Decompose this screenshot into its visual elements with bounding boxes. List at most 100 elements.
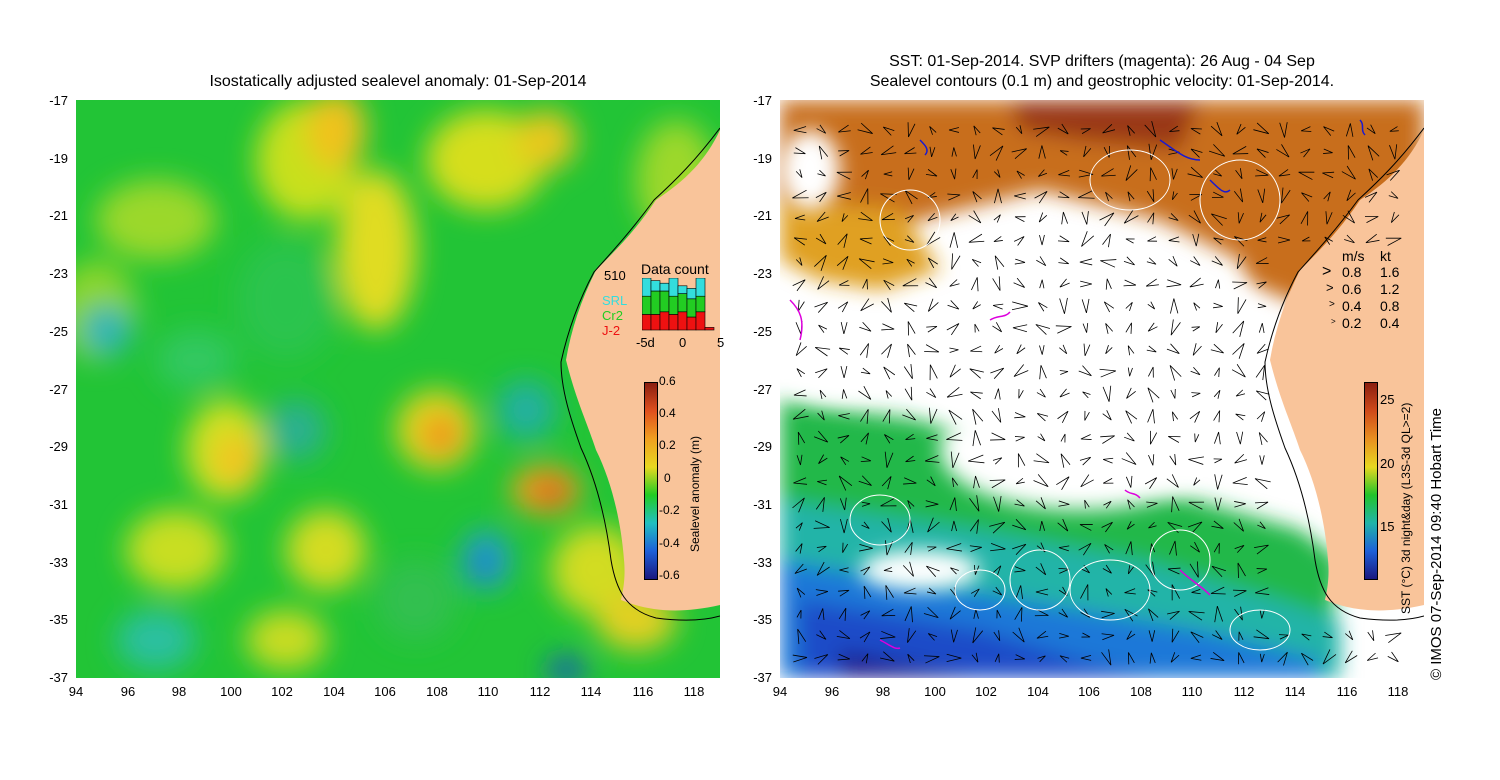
sst-colorbar-label: SST (°C) 3d night&day (L3S-3d QL>=2): [1399, 402, 1413, 614]
velocity-arrow: [815, 497, 825, 512]
velocity-arrow: [858, 258, 875, 270]
velocity-arrow: [1258, 432, 1268, 445]
velocity-arrow: [1039, 279, 1045, 289]
velocity-arrow: [1298, 171, 1315, 180]
velocity-arrow: [1257, 237, 1267, 243]
velocity-arrow: [1103, 457, 1114, 464]
velocity-arrow: [1102, 410, 1112, 421]
velocity-arrow: [813, 430, 829, 443]
velocity-arrow: [1192, 343, 1202, 356]
velocity-arrow: [929, 407, 938, 424]
velocity-arrow: [858, 385, 872, 400]
count-bar-segment: [650, 280, 661, 292]
velocity-arrow: [1189, 410, 1201, 423]
count-bar-segment: [659, 311, 670, 331]
velocity-arrow: [1105, 323, 1113, 334]
velocity-arrow: [883, 366, 896, 380]
velocity-arrow: [1194, 433, 1200, 443]
speed-legend-header-ms: m/s: [1342, 248, 1365, 264]
x-tick: 116: [1336, 684, 1358, 699]
speed-legend-header-kt: kt: [1380, 248, 1391, 264]
velocity-arrow: [1037, 433, 1046, 442]
velocity-arrow: [1015, 585, 1023, 600]
velocity-arrow: [817, 479, 828, 486]
velocity-arrow: [1232, 146, 1249, 155]
velocity-arrow: [951, 147, 957, 157]
velocity-arrow: [973, 125, 981, 136]
geostrophic-velocity-arrows: [792, 121, 1402, 666]
velocity-arrow: [817, 169, 826, 177]
velocity-arrow: [1013, 364, 1029, 377]
velocity-arrow: [924, 344, 940, 353]
velocity-arrow: [972, 301, 981, 310]
x-tick: 108: [1130, 684, 1152, 699]
velocity-arrow: [815, 233, 827, 245]
velocity-arrow: [1231, 364, 1246, 378]
velocity-arrow: [1125, 475, 1133, 488]
velocity-arrow: [817, 410, 825, 421]
velocity-arrow: [1036, 388, 1046, 398]
velocity-arrow: [946, 432, 963, 441]
velocity-arrow: [883, 236, 895, 246]
velocity-arrow: [1237, 297, 1247, 314]
velocity-arrow: [994, 653, 1000, 663]
velocity-arrow: [1011, 148, 1027, 159]
velocity-arrow: [1323, 126, 1335, 136]
velocity-arrow: [1300, 148, 1311, 158]
count-bar-segment: [677, 285, 688, 294]
velocity-arrow: [1061, 211, 1068, 225]
velocity-arrow: [1253, 629, 1270, 640]
velocity-arrow: [989, 145, 1004, 161]
velocity-arrow: [1100, 259, 1117, 268]
velocity-arrow: [972, 169, 978, 179]
arrow-0-2-icon: >: [1331, 317, 1336, 326]
velocity-arrow: [1234, 544, 1245, 553]
velocity-arrow: [994, 388, 1001, 400]
velocity-arrow: [926, 325, 938, 333]
velocity-arrow: [1389, 144, 1398, 160]
velocity-arrow: [1104, 544, 1114, 554]
count-bar-segment: [677, 311, 688, 331]
velocity-arrow: [1101, 649, 1112, 666]
cbar-tick: 25: [1380, 392, 1395, 407]
velocity-arrow: [1300, 211, 1309, 226]
velocity-arrow: [1144, 121, 1157, 138]
velocity-arrow: [1215, 322, 1223, 334]
velocity-arrow: [861, 169, 869, 180]
velocity-arrow: [947, 193, 961, 201]
speed-kt: 1.6: [1380, 264, 1400, 280]
velocity-arrow: [1171, 191, 1178, 200]
velocity-arrow: [906, 258, 915, 267]
velocity-arrow: [971, 259, 982, 267]
velocity-arrow: [1033, 474, 1049, 487]
velocity-arrow: [1037, 655, 1046, 663]
velocity-arrow: [1127, 191, 1135, 202]
speed-ms: 0.8: [1342, 264, 1362, 280]
velocity-arrow: [1058, 545, 1070, 552]
sealevel-colorbar-label: Sealevel anomaly (m): [688, 435, 702, 552]
sst-map[interactable]: [780, 100, 1424, 678]
velocity-arrow: [1059, 297, 1068, 314]
velocity-arrow: [1191, 392, 1201, 398]
velocity-arrow: [1148, 630, 1156, 642]
velocity-arrow: [1259, 455, 1265, 465]
velocity-arrow: [818, 608, 825, 621]
velocity-arrow: [1057, 235, 1070, 243]
cbar-tick: 0.4: [659, 406, 676, 420]
velocity-arrow: [860, 610, 871, 620]
velocity-arrow: [1039, 365, 1047, 380]
velocity-arrow: [860, 409, 869, 424]
velocity-arrow: [881, 517, 892, 533]
y-tick: -19: [49, 151, 68, 166]
velocity-arrow: [858, 211, 873, 221]
velocity-arrow: [1126, 387, 1136, 399]
velocity-arrow: [859, 237, 873, 245]
velocity-arrow: [1147, 301, 1156, 310]
velocity-arrow: [884, 451, 894, 468]
cbar-tick: 0.2: [659, 438, 676, 452]
x-tick: 102: [271, 684, 293, 699]
velocity-arrow: [1035, 497, 1046, 510]
velocity-arrow: [971, 652, 979, 663]
velocity-arrow: [1211, 256, 1223, 266]
sealevel-anomaly-map[interactable]: [76, 100, 720, 678]
